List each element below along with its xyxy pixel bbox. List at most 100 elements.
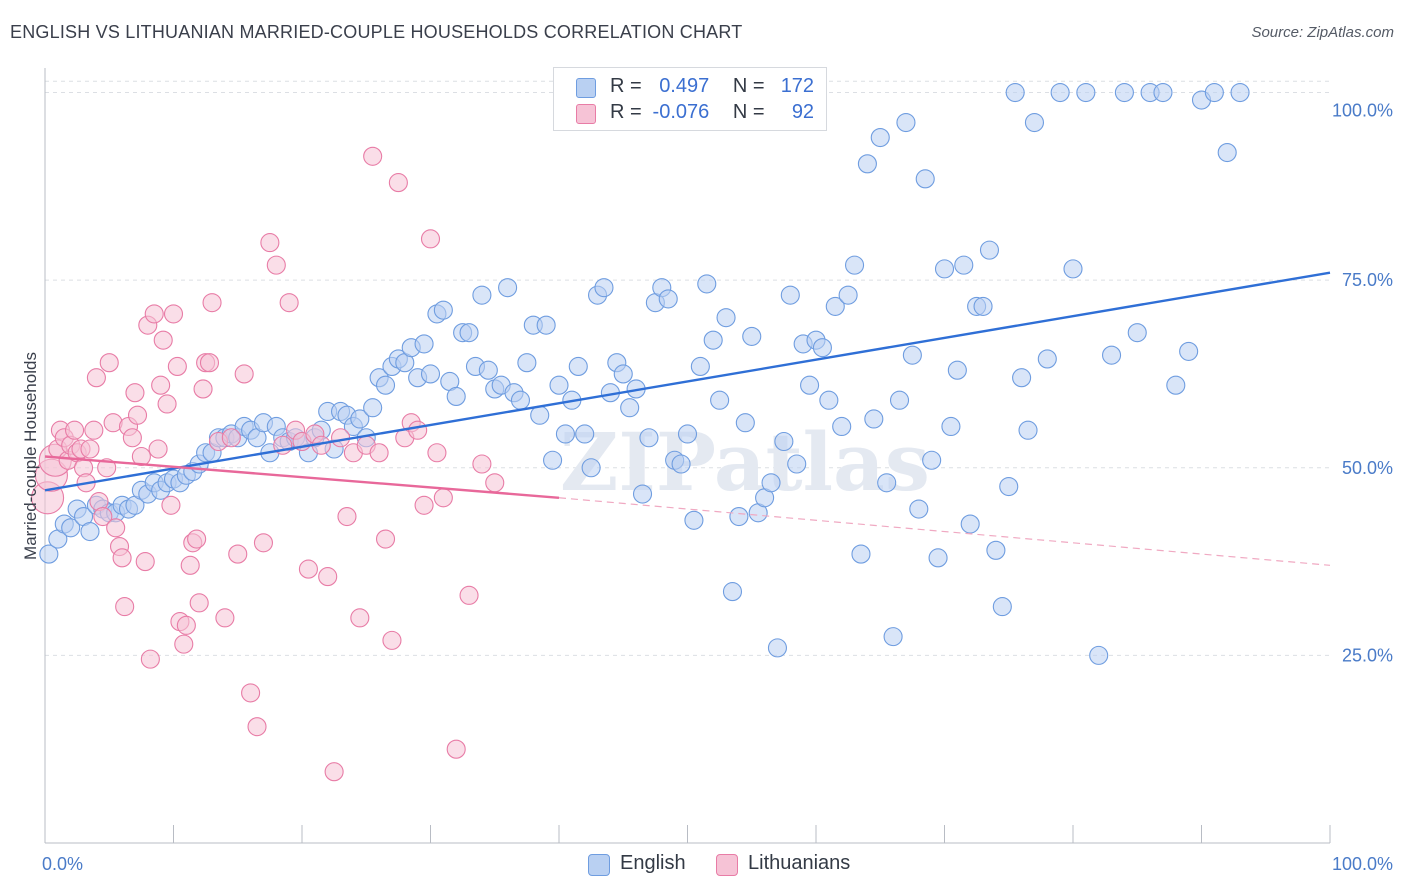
- chart-source: Source: ZipAtlas.com: [1251, 24, 1394, 41]
- english-point-169: [1230, 82, 1250, 103]
- trend-line-0: [44, 271, 1331, 492]
- lith-point-38: [161, 495, 181, 515]
- english-point-76: [530, 405, 550, 425]
- lith-point-48: [193, 379, 213, 399]
- lith-point-56: [234, 364, 254, 384]
- english-point-125: [844, 255, 865, 275]
- english-point-3: [61, 518, 81, 538]
- english-point-152: [1018, 420, 1038, 440]
- english-point-168: [1217, 143, 1237, 163]
- english-point-153: [1024, 112, 1044, 133]
- english-point-101: [690, 356, 710, 376]
- english-point-93: [639, 428, 659, 448]
- english-point-164: [1166, 375, 1186, 395]
- lith-point-53: [215, 608, 235, 628]
- y-tick-label-3: 100.0%: [1332, 101, 1393, 121]
- lith-point-85: [420, 229, 441, 249]
- english-point-63: [446, 386, 466, 407]
- english-point-112: [761, 473, 781, 493]
- lith-point-47: [189, 593, 209, 613]
- english-point-142: [954, 255, 974, 275]
- english-point-83: [575, 424, 595, 444]
- lith-point-61: [266, 255, 286, 275]
- lith-point-83: [408, 420, 428, 440]
- lith-point-28: [127, 405, 148, 425]
- lith-point-42: [174, 634, 194, 654]
- english-point-163: [1153, 82, 1173, 103]
- correlation-legend: R = 0.497 N = 172 R = -0.076 N = 92: [553, 67, 827, 131]
- english-point-104: [710, 390, 730, 410]
- lith-point-88: [446, 739, 466, 759]
- english-point-156: [1063, 259, 1083, 279]
- english-point-167: [1204, 82, 1224, 103]
- english-point-71: [498, 278, 518, 298]
- legend-english-text: R = 0.497 N = 172: [610, 75, 814, 98]
- lith-point-23: [112, 548, 132, 568]
- english-point-0: [39, 544, 59, 564]
- english-point-151: [1012, 368, 1032, 388]
- lith-point-84: [414, 495, 434, 515]
- english-point-148: [992, 597, 1012, 617]
- english-point-59: [420, 364, 441, 384]
- y-axis-label: Married-couple Households: [21, 352, 40, 560]
- english-point-61: [433, 300, 453, 320]
- english-point-68: [478, 360, 498, 380]
- english-point-116: [787, 454, 807, 474]
- lithuanian-legend-label: Lithuanians: [748, 852, 851, 874]
- english-point-126: [851, 544, 871, 564]
- lith-point-55: [228, 544, 248, 564]
- english-point-127: [857, 154, 877, 174]
- legend-n-label: N =: [732, 75, 765, 97]
- english-point-131: [883, 627, 903, 647]
- english-point-65: [459, 323, 479, 343]
- legend-n-label: N =: [732, 101, 765, 123]
- lith-point-43: [176, 615, 196, 635]
- x-tick-label-0: 0.0%: [42, 854, 83, 874]
- english-swatch: [576, 78, 596, 98]
- english-point-48: [350, 409, 370, 429]
- english-point-138: [928, 548, 948, 568]
- english-point-147: [986, 540, 1006, 560]
- lith-point-35: [151, 375, 171, 395]
- english-point-133: [896, 112, 916, 133]
- english-point-140: [941, 416, 961, 437]
- english-point-96: [658, 289, 678, 309]
- english-point-102: [697, 274, 717, 294]
- english-point-145: [973, 296, 993, 316]
- lith-point-89: [459, 585, 479, 605]
- english-point-149: [999, 476, 1019, 497]
- y-tick-label-0: 25.0%: [1342, 645, 1393, 665]
- lith-point-87: [433, 488, 453, 508]
- english-point-98: [671, 454, 691, 474]
- english-point-122: [825, 296, 845, 316]
- english-point-90: [620, 398, 640, 418]
- lith-point-44: [180, 555, 200, 575]
- lith-point-78: [375, 529, 396, 549]
- lith-point-76: [363, 146, 383, 166]
- lith-point-90: [472, 454, 492, 474]
- english-point-107: [729, 506, 749, 527]
- english-point-105: [716, 308, 736, 328]
- lith-point-13: [80, 439, 100, 459]
- english-point-67: [472, 285, 492, 305]
- english-point-77: [536, 315, 556, 335]
- english-point-99: [677, 424, 698, 444]
- chart-title: ENGLISH VS LITHUANIAN MARRIED-COUPLE HOU…: [10, 22, 743, 42]
- english-point-143: [960, 514, 980, 534]
- english-legend-label: English: [620, 852, 686, 874]
- lith-point-21: [106, 518, 126, 538]
- legend-lithuanian-n: 92: [791, 101, 815, 123]
- english-point-123: [832, 416, 852, 437]
- lith-point-40: [167, 356, 187, 376]
- english-point-58: [414, 334, 434, 354]
- english-point-130: [877, 473, 897, 493]
- lith-point-54: [221, 428, 241, 448]
- english-point-92: [632, 484, 653, 504]
- english-legend-swatch: [588, 854, 610, 876]
- english-point-82: [568, 356, 588, 376]
- trend-line-2: [558, 497, 1331, 566]
- lith-point-29: [131, 446, 151, 467]
- english-point-120: [812, 338, 832, 358]
- lith-point-26: [122, 428, 142, 448]
